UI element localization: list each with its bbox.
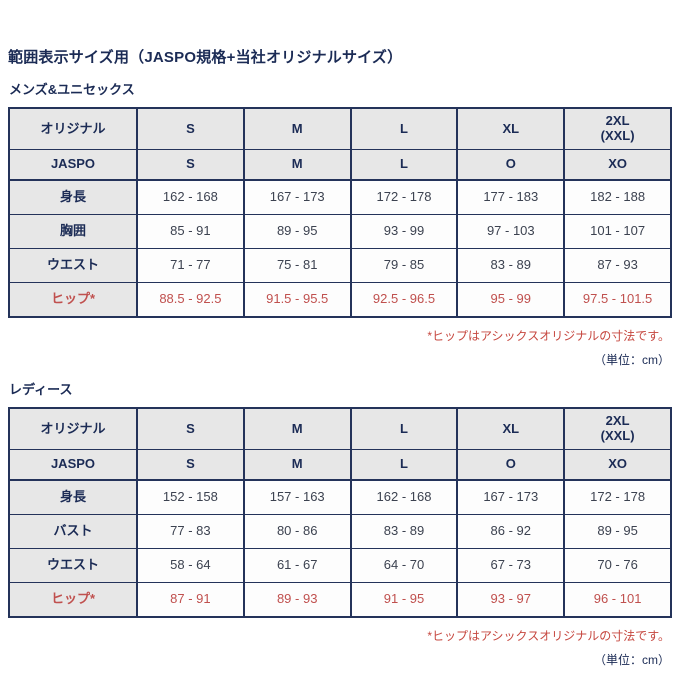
unit-note: （単位：cm） — [594, 653, 670, 667]
row-label-height: 身長 — [8, 479, 138, 515]
measurement-cell: 61 - 67 — [242, 548, 352, 583]
size-header-cell: L — [349, 407, 459, 450]
measurement-cell: 87 - 93 — [563, 248, 672, 283]
measurement-cell: 89 - 95 — [563, 514, 672, 549]
measurement-cell: 177 - 183 — [456, 179, 566, 215]
mens-unisex-section: メンズ&ユニセックス オリジナル S M L XL 2XL (XXL) JASP… — [8, 79, 672, 368]
row-label-hip: ヒップ* — [8, 582, 138, 618]
size-header-cell: XO — [563, 149, 672, 181]
measurement-cell: 88.5 - 92.5 — [136, 282, 245, 318]
page-title: 範囲表示サイズ用（JASPO規格+当社オリジナルサイズ） — [8, 49, 403, 66]
table-row-hip: ヒップ* 88.5 - 92.5 91.5 - 95.5 92.5 - 96.5… — [8, 282, 672, 318]
size-header-cell: XL — [456, 407, 566, 450]
row-label-original: オリジナル — [8, 107, 138, 150]
row-label-waist: ウエスト — [8, 248, 138, 283]
table-row-waist: ウエスト 58 - 64 61 - 67 64 - 70 67 - 73 70 … — [8, 548, 672, 583]
table-row-waist: ウエスト 71 - 77 75 - 81 79 - 85 83 - 89 87 … — [8, 248, 672, 283]
measurement-cell: 96 - 101 — [563, 582, 672, 618]
row-label-bust: バスト — [8, 514, 138, 549]
measurement-cell: 67 - 73 — [456, 548, 566, 583]
size-header-cell: S — [136, 149, 245, 181]
measurement-cell: 182 - 188 — [563, 179, 672, 215]
ladies-size-table: オリジナル S M L XL 2XL (XXL) JASPO S M L O X… — [8, 407, 672, 618]
row-label-height: 身長 — [8, 179, 138, 215]
measurement-cell: 93 - 99 — [349, 214, 459, 249]
table-row-hip: ヒップ* 87 - 91 89 - 93 91 - 95 93 - 97 96 … — [8, 582, 672, 618]
size-header-cell: S — [136, 407, 245, 450]
measurement-cell: 162 - 168 — [349, 479, 459, 515]
size-header-cell: M — [242, 107, 352, 150]
measurement-cell: 91 - 95 — [349, 582, 459, 618]
measurement-cell: 77 - 83 — [136, 514, 245, 549]
measurement-cell: 92.5 - 96.5 — [349, 282, 459, 318]
hip-footnote: *ヒップはアシックスオリジナルの寸法です。 — [427, 629, 670, 643]
size-header-cell: O — [456, 149, 566, 181]
measurement-cell: 152 - 158 — [136, 479, 245, 515]
hip-footnote: *ヒップはアシックスオリジナルの寸法です。 — [427, 329, 670, 343]
measurement-cell: 101 - 107 — [563, 214, 672, 249]
measurement-cell: 86 - 92 — [456, 514, 566, 549]
measurement-cell: 172 - 178 — [563, 479, 672, 515]
table-row-jaspo-sizes: JASPO S M L O XO — [8, 449, 672, 481]
measurement-cell: 172 - 178 — [349, 179, 459, 215]
size-header-cell: S — [136, 449, 245, 481]
measurement-cell: 157 - 163 — [242, 479, 352, 515]
row-label-jaspo: JASPO — [8, 149, 138, 181]
size-header-cell: O — [456, 449, 566, 481]
measurement-cell: 87 - 91 — [136, 582, 245, 618]
size-header-cell: L — [349, 149, 459, 181]
section-label-ladies: レディース — [9, 382, 73, 397]
unit-note: （単位：cm） — [594, 353, 670, 367]
table-row-height: 身長 152 - 158 157 - 163 162 - 168 167 - 1… — [8, 479, 672, 515]
measurement-cell: 85 - 91 — [136, 214, 245, 249]
size-header-cell: M — [242, 149, 352, 181]
section-label-mens-unisex: メンズ&ユニセックス — [9, 82, 135, 97]
measurement-cell: 80 - 86 — [242, 514, 352, 549]
size-header-cell: M — [242, 407, 352, 450]
measurement-cell: 64 - 70 — [349, 548, 459, 583]
size-header-cell: 2XL (XXL) — [563, 407, 672, 450]
measurement-cell: 83 - 89 — [456, 248, 566, 283]
size-header-cell: L — [349, 107, 459, 150]
table-row-original-sizes: オリジナル S M L XL 2XL (XXL) — [8, 107, 672, 150]
size-header-cell: S — [136, 107, 245, 150]
measurement-cell: 97 - 103 — [456, 214, 566, 249]
measurement-cell: 91.5 - 95.5 — [242, 282, 352, 318]
size-header-cell: XL — [456, 107, 566, 150]
table-row-height: 身長 162 - 168 167 - 173 172 - 178 177 - 1… — [8, 179, 672, 215]
row-label-hip: ヒップ* — [8, 282, 138, 318]
measurement-cell: 58 - 64 — [136, 548, 245, 583]
mens-unisex-size-table: オリジナル S M L XL 2XL (XXL) JASPO S M L O X… — [8, 107, 672, 318]
row-label-jaspo: JASPO — [8, 449, 138, 481]
size-header-cell: M — [242, 449, 352, 481]
table-row-bust: バスト 77 - 83 80 - 86 83 - 89 86 - 92 89 -… — [8, 514, 672, 549]
measurement-cell: 89 - 95 — [242, 214, 352, 249]
measurement-cell: 71 - 77 — [136, 248, 245, 283]
size-header-cell: XO — [563, 449, 672, 481]
row-label-original: オリジナル — [8, 407, 138, 450]
measurement-cell: 97.5 - 101.5 — [563, 282, 672, 318]
measurement-cell: 167 - 173 — [456, 479, 566, 515]
size-header-cell: L — [349, 449, 459, 481]
measurement-cell: 70 - 76 — [563, 548, 672, 583]
measurement-cell: 167 - 173 — [242, 179, 352, 215]
table-row-original-sizes: オリジナル S M L XL 2XL (XXL) — [8, 407, 672, 450]
measurement-cell: 93 - 97 — [456, 582, 566, 618]
table-row-jaspo-sizes: JASPO S M L O XO — [8, 149, 672, 181]
size-header-cell: 2XL (XXL) — [563, 107, 672, 150]
measurement-cell: 162 - 168 — [136, 179, 245, 215]
measurement-cell: 89 - 93 — [242, 582, 352, 618]
table-row-chest: 胸囲 85 - 91 89 - 95 93 - 99 97 - 103 101 … — [8, 214, 672, 249]
measurement-cell: 75 - 81 — [242, 248, 352, 283]
measurement-cell: 95 - 99 — [456, 282, 566, 318]
row-label-waist: ウエスト — [8, 548, 138, 583]
measurement-cell: 79 - 85 — [349, 248, 459, 283]
ladies-section: レディース オリジナル S M L XL 2XL (XXL) JASPO S M — [8, 379, 672, 668]
measurement-cell: 83 - 89 — [349, 514, 459, 549]
row-label-chest: 胸囲 — [8, 214, 138, 249]
